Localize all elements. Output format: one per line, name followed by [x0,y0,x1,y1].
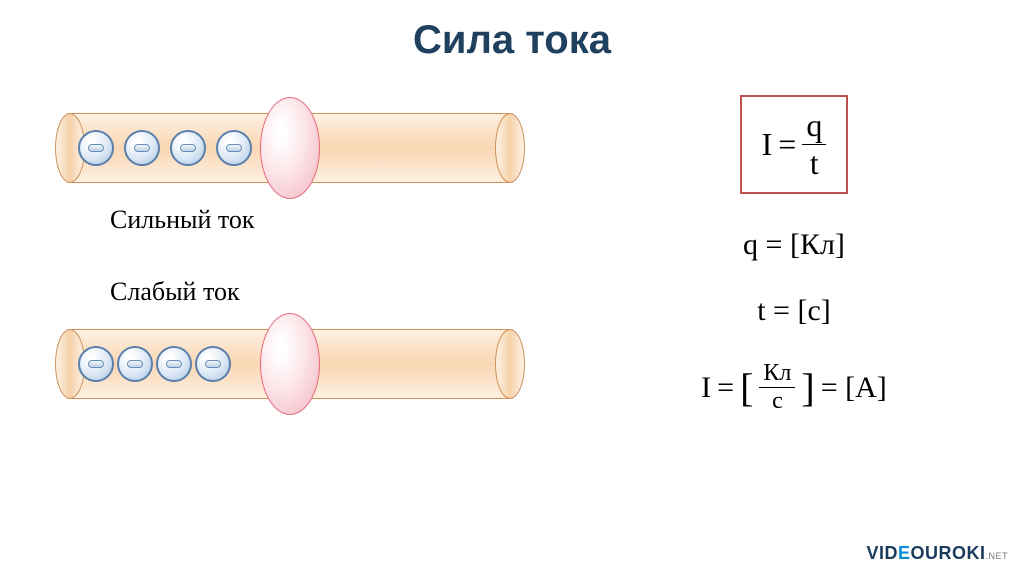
electron-row-strong [78,130,252,166]
electron [124,130,160,166]
diagram-area: Сильный ток Слабый ток [60,105,540,421]
wire-end-right [495,113,525,183]
formula-derived: I = [ Кл c ] = [А] [701,360,887,416]
formula-area: I = q t q = [Кл] t = [c] I = [ Кл c ] = … [624,95,964,432]
electron [78,346,114,382]
electron [170,130,206,166]
formula-lhs: I [762,126,773,163]
electron [117,346,153,382]
wm-part2: E [898,543,911,564]
wm-part4: UROKI [925,543,986,564]
formula-t: t = [c] [757,294,831,328]
formula-d-num: Кл [759,360,795,388]
minus-icon [205,360,221,368]
watermark: VID E O UROKI .NET [866,543,1008,564]
minus-icon [127,360,143,368]
electron [78,130,114,166]
electron [156,346,192,382]
formula-eq: = [778,126,796,163]
electron [195,346,231,382]
electron [216,130,252,166]
wire-weak [60,321,520,407]
formula-den: t [806,145,823,182]
minus-icon [88,144,104,152]
wire-end-right [495,329,525,399]
formula-num: q [802,107,826,144]
cross-section [260,97,320,199]
formula-d-rhs: = [А] [821,371,887,405]
cross-section [260,313,320,415]
wire-strong [60,105,520,191]
minus-icon [134,144,150,152]
page-title: Сила тока [0,0,1024,63]
label-strong: Сильный ток [110,205,540,235]
formula-q: q = [Кл] [743,228,845,262]
electron-row-weak [78,346,231,382]
wm-suffix: .NET [985,551,1008,561]
formula-main-box: I = q t [740,95,849,194]
minus-icon [180,144,196,152]
wm-part3: O [910,543,925,564]
wm-part1: VID [866,543,898,564]
minus-icon [166,360,182,368]
minus-icon [88,360,104,368]
formula-main: I = q t [762,107,827,182]
minus-icon [226,144,242,152]
formula-d-eq: = [717,371,734,405]
formula-d-lhs: I [701,371,711,405]
formula-d-den: c [768,388,787,416]
label-weak: Слабый ток [110,277,540,307]
